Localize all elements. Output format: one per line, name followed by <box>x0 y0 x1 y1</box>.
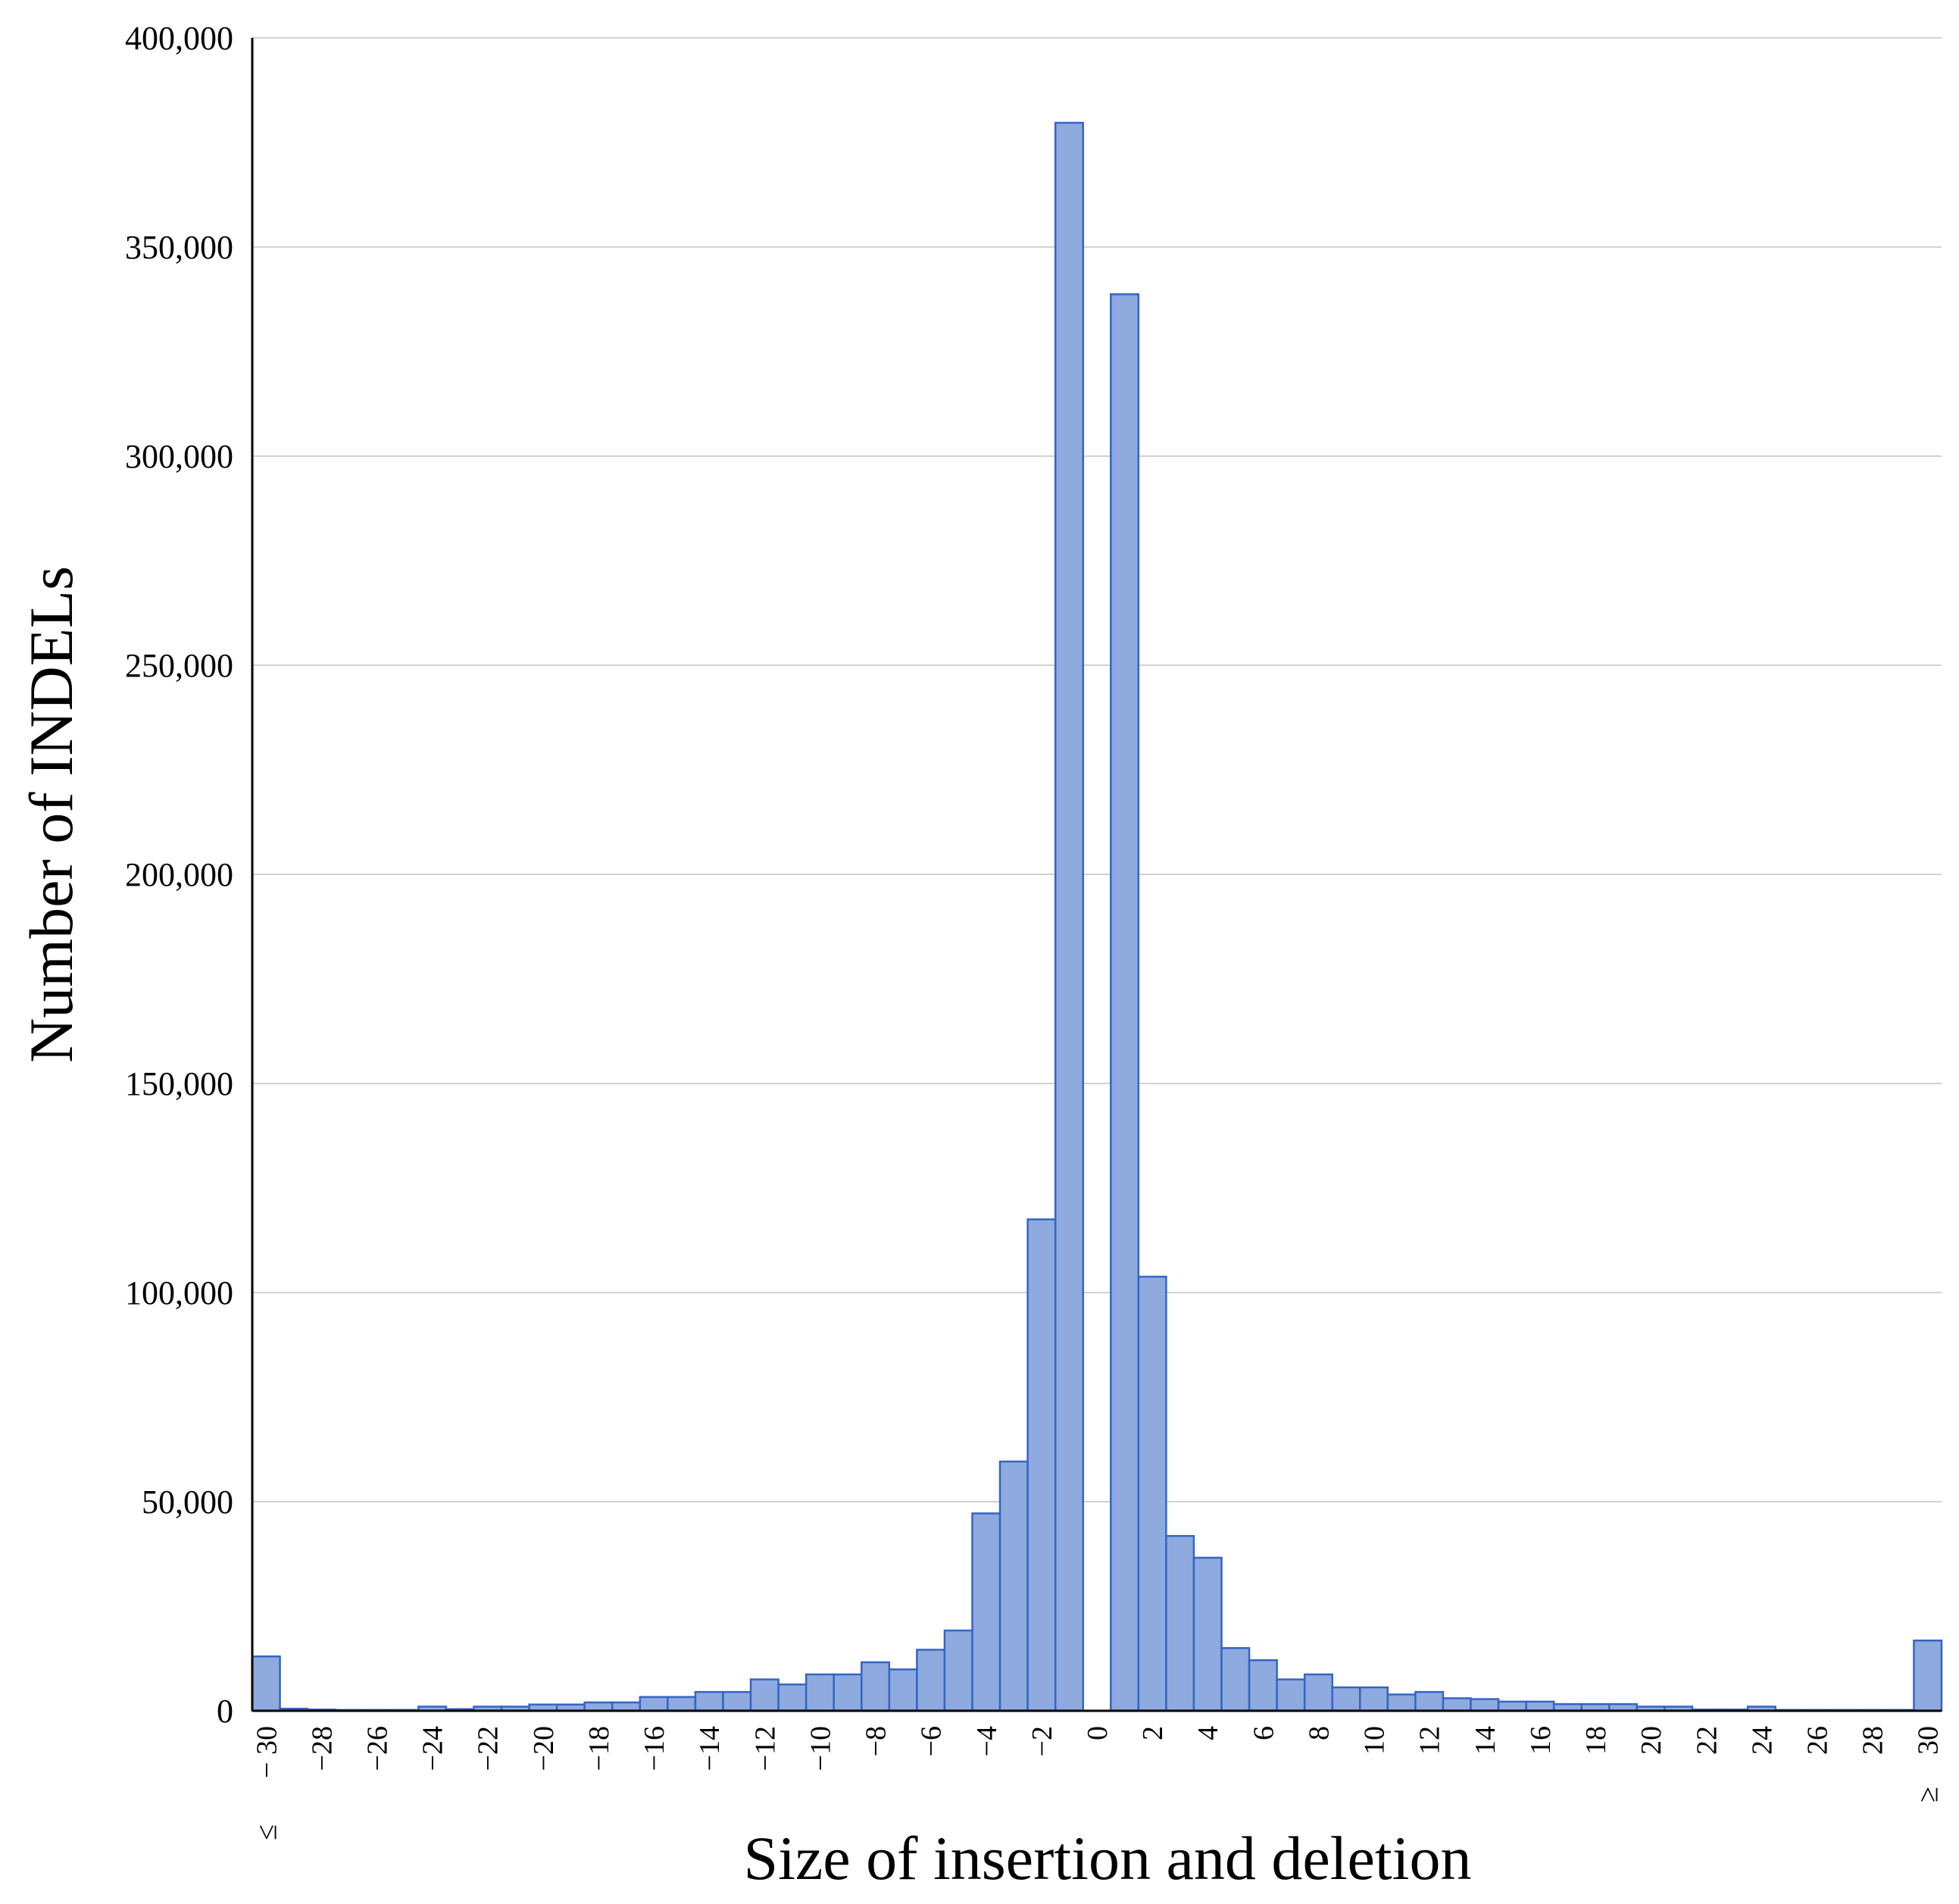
y-tick-label: 50,000 <box>142 1483 233 1521</box>
bar <box>1470 1698 1500 1712</box>
bar <box>777 1683 808 1712</box>
bar <box>1054 121 1084 1712</box>
bar <box>722 1690 752 1712</box>
x-tick-label: −6 <box>916 1726 948 1756</box>
bar <box>943 1629 973 1712</box>
x-tick-label: −2 <box>1026 1726 1058 1756</box>
x-tick-label: −16 <box>639 1726 670 1771</box>
x-tick-label: −22 <box>473 1726 505 1771</box>
x-tick-label: 26 <box>1801 1726 1833 1755</box>
bar <box>611 1701 642 1712</box>
bar <box>971 1512 1001 1712</box>
x-tick-label: 28 <box>1857 1726 1889 1755</box>
x-tick-label: 16 <box>1525 1726 1557 1755</box>
bar <box>1137 1275 1167 1712</box>
x-tick-label: 22 <box>1691 1726 1723 1755</box>
y-tick-label: 250,000 <box>125 647 233 684</box>
y-tick-labels: 0 50,000 100,000 150,000 200,000 250,000 300,0… <box>125 20 233 1730</box>
bar <box>1359 1686 1389 1712</box>
bar <box>1303 1673 1333 1712</box>
bar <box>861 1661 891 1712</box>
bar <box>1442 1697 1472 1712</box>
bar <box>1386 1693 1417 1712</box>
x-tick-label: −12 <box>749 1726 781 1771</box>
x-tick-label: −28 <box>306 1726 338 1771</box>
x-tick-label: 30 <box>1913 1726 1945 1755</box>
y-tick-label: 0 <box>217 1693 233 1730</box>
x-tick-label: −8 <box>861 1726 892 1756</box>
bars <box>251 121 1943 1712</box>
y-tick-label: 100,000 <box>125 1274 233 1312</box>
bar <box>639 1696 669 1712</box>
x-tick-label: 8 <box>1303 1726 1335 1740</box>
bar <box>749 1678 780 1712</box>
x-tick-label: 10 <box>1359 1726 1391 1755</box>
bar <box>1331 1686 1361 1712</box>
x-tick-label: −4 <box>971 1726 1003 1756</box>
x-tick-label: −18 <box>583 1726 615 1771</box>
x-tick-label: − 30 <box>251 1726 283 1778</box>
bar <box>888 1668 918 1712</box>
bar <box>667 1696 697 1712</box>
bar <box>251 1655 281 1712</box>
y-tick-label: 400,000 <box>125 20 233 57</box>
x-tick-label: −14 <box>694 1726 726 1771</box>
y-tick-label: 350,000 <box>125 229 233 266</box>
x-tick-label: 24 <box>1746 1726 1778 1755</box>
x-tick-label: −10 <box>805 1726 836 1771</box>
gridlines <box>252 37 1942 1502</box>
y-axis-title: Number of INDELs <box>17 566 86 1063</box>
bar <box>1913 1640 1943 1712</box>
x-tick-label: 4 <box>1192 1726 1224 1740</box>
x-axis-title: Size of insertion and deletion <box>744 1824 1472 1893</box>
x-tick-prefix-left: ≤ <box>251 1824 283 1840</box>
y-tick-label: 150,000 <box>125 1065 233 1102</box>
x-tick-label: 14 <box>1470 1726 1501 1755</box>
bar <box>998 1460 1029 1712</box>
bar <box>1497 1700 1527 1712</box>
x-tick-label: 0 <box>1082 1726 1114 1740</box>
bar <box>1525 1700 1555 1712</box>
x-tick-label: −24 <box>417 1726 449 1771</box>
bar <box>833 1673 863 1712</box>
bar <box>1276 1678 1306 1712</box>
x-tick-label: 6 <box>1248 1726 1279 1740</box>
bar <box>1110 293 1140 1712</box>
bar <box>1026 1218 1057 1712</box>
y-tick-label: 200,000 <box>125 856 233 893</box>
x-tick-label: −20 <box>528 1726 560 1771</box>
bar <box>805 1673 835 1712</box>
x-tick-label: 12 <box>1414 1726 1446 1755</box>
axes <box>251 38 1942 1712</box>
bar <box>1248 1659 1278 1712</box>
x-tick-labels: − 30 −28 −26 −24 −22 −20 −18 −16 −14 −12 −10 −8 −6 −4… <box>251 1726 1944 1840</box>
bar <box>694 1690 724 1712</box>
x-tick-label: 18 <box>1580 1726 1612 1755</box>
bar <box>916 1649 946 1712</box>
x-tick-label: −26 <box>362 1726 394 1771</box>
bar <box>1192 1556 1223 1712</box>
x-tick-label: 2 <box>1137 1726 1169 1740</box>
bar <box>1165 1535 1195 1712</box>
bar <box>1414 1690 1445 1712</box>
x-tick-label: 20 <box>1636 1726 1667 1755</box>
bar <box>583 1701 614 1712</box>
y-tick-label: 300,000 <box>125 438 233 475</box>
x-tick-prefix-right: ≥ <box>1913 1787 1945 1802</box>
bar <box>1220 1646 1251 1712</box>
